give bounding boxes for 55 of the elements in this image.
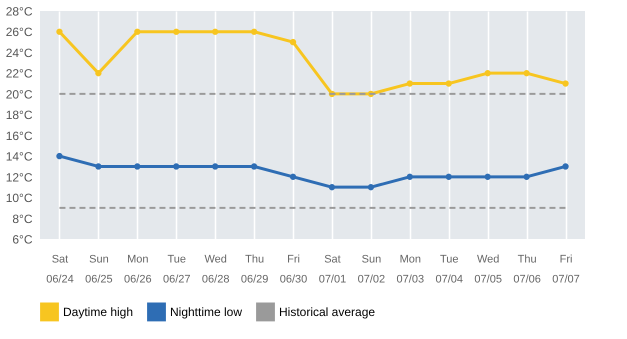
point: [173, 28, 180, 35]
point: [290, 38, 296, 46]
x-tick-label: Tue 06/27: [162, 254, 191, 286]
point: [56, 28, 63, 35]
x-tick-label: Sun 07/02: [358, 254, 386, 286]
x-tick-label: Wed 07/05: [474, 254, 502, 286]
point: [562, 80, 569, 87]
point: [446, 80, 452, 87]
point: [95, 70, 102, 76]
legend-label: Nighttime low: [170, 304, 242, 319]
x-tick-label: Wed 06/28: [202, 254, 230, 286]
point: [523, 70, 530, 76]
point: [406, 80, 413, 87]
x-tick-label: Sat 06/24: [46, 254, 74, 286]
point: [523, 174, 530, 180]
point: [250, 163, 258, 170]
point: [250, 28, 258, 35]
point: [406, 174, 413, 180]
point: [328, 184, 336, 190]
y-tick-label: 18°C: [6, 108, 33, 122]
x-tick-label: Fri 07/07: [552, 254, 580, 286]
y-tick-label: 24°C: [6, 46, 33, 60]
y-tick-label: 12°C: [6, 170, 33, 184]
point: [173, 163, 180, 170]
x-tick-label: Fri 06/30: [280, 254, 308, 286]
point: [212, 163, 218, 170]
x-tick-label: Thu 07/06: [513, 254, 541, 286]
point: [290, 174, 296, 180]
y-tick-label: 14°C: [6, 150, 33, 164]
x-tick-label: Mon 07/03: [396, 254, 424, 286]
legend-label: Historical average: [279, 304, 376, 319]
point: [134, 28, 140, 35]
point: [95, 163, 102, 170]
x-tick-label: Tue 07/04: [435, 254, 464, 286]
y-tick-label: 28°C: [6, 4, 33, 18]
x-tick-label: Thu 06/29: [240, 254, 268, 286]
legend-label: Daytime high: [63, 304, 134, 319]
point: [212, 28, 218, 35]
y-tick-label: 8°C: [12, 212, 33, 226]
point: [368, 184, 374, 190]
point: [56, 152, 63, 160]
point: [446, 174, 452, 180]
y-tick-label: 6°C: [12, 232, 33, 246]
y-tick-label: 22°C: [6, 66, 33, 81]
x-tick-label: Mon 06/26: [124, 254, 152, 286]
x-tick-label: Sat 07/01: [318, 254, 346, 286]
y-tick-label: 20°C: [6, 87, 33, 102]
point: [562, 163, 569, 170]
point: [134, 163, 140, 170]
y-tick-label: 26°C: [6, 25, 33, 40]
point: [484, 70, 491, 76]
x-tick-label: Sun 06/25: [85, 254, 113, 286]
point: [484, 174, 491, 180]
y-tick-label: 10°C: [6, 191, 33, 206]
y-tick-label: 16°C: [6, 128, 33, 143]
